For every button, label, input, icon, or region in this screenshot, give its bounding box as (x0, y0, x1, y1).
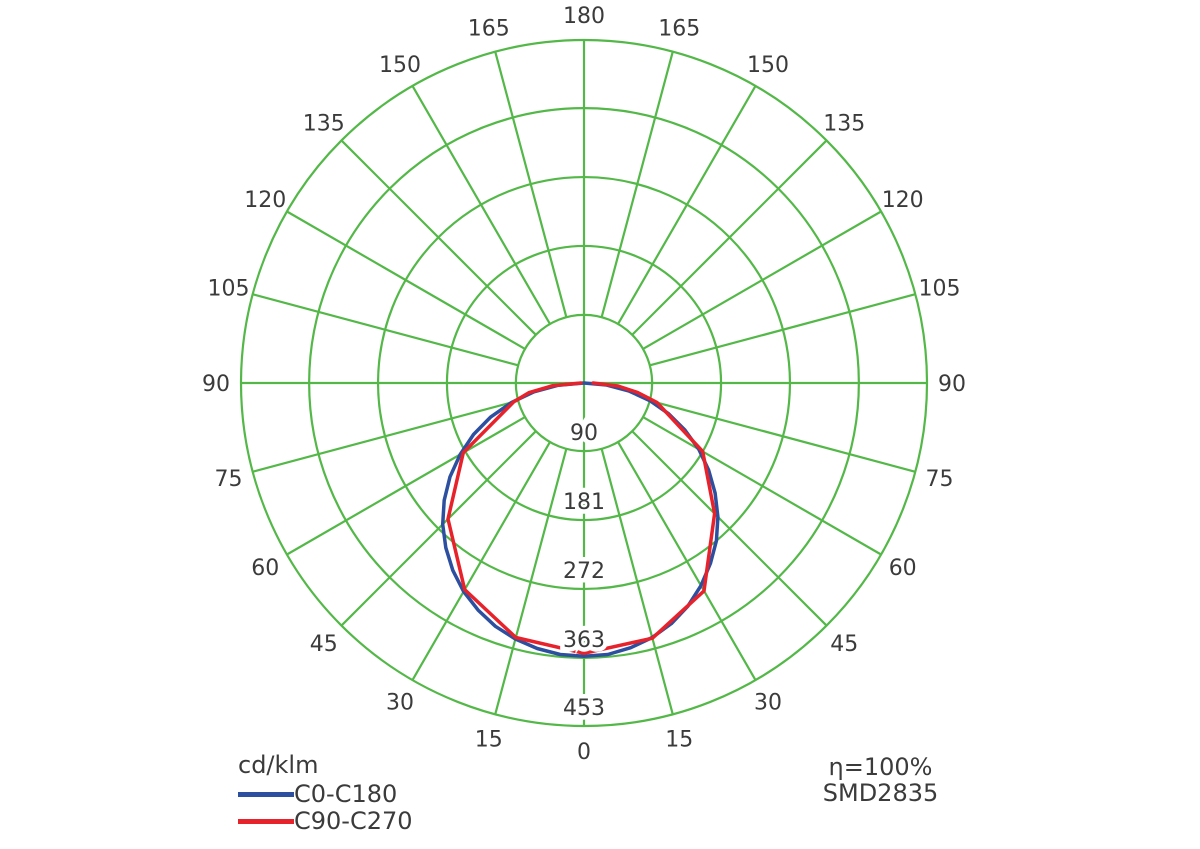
grid-radial-line (631, 430, 828, 627)
angle-tick-label: 180 (563, 4, 605, 29)
angle-tick-label: 45 (310, 632, 338, 657)
grid-radial-line (252, 399, 519, 473)
legend-line-blue (238, 792, 294, 797)
grid-radial-line (494, 51, 568, 318)
grid-radial-line (286, 210, 526, 350)
radial-tick-label: 90 (570, 421, 598, 446)
angle-tick-label: 105 (918, 277, 960, 302)
radial-tick-label: 453 (563, 696, 605, 721)
grid-radial-line (631, 139, 828, 336)
grid-radial-line (600, 448, 674, 715)
angle-tick-label: 30 (754, 691, 782, 716)
angle-tick-label: 165 (468, 16, 510, 41)
angle-tick-label: 120 (244, 188, 286, 213)
grid-radial-line (411, 85, 551, 325)
angle-tick-label: 60 (251, 556, 279, 581)
grid-radial-line (617, 85, 757, 325)
grid-radial-line (649, 399, 916, 473)
legend-item-c90-c270: C90-C270 (238, 808, 413, 835)
angle-tick-label: 75 (925, 467, 953, 492)
angle-tick-label: 150 (747, 53, 789, 78)
legend-line-red (238, 819, 294, 824)
angle-tick-label: 75 (215, 467, 243, 492)
angle-tick-label: 30 (386, 691, 414, 716)
grid-radial-line (642, 416, 882, 556)
legend: cd/klm C0-C180 C90-C270 (238, 752, 413, 835)
legend-units-label: cd/klm (238, 751, 319, 779)
grid-radial-line (600, 51, 674, 318)
grid-radial-line (494, 448, 568, 715)
efficiency-label: η=100% (828, 753, 933, 781)
radial-tick-label: 181 (563, 490, 605, 515)
legend-label-c0-c180: C0-C180 (294, 780, 398, 808)
angle-tick-label: 45 (830, 632, 858, 657)
grid-radial-line (286, 416, 526, 556)
radial-tick-label: 272 (563, 559, 605, 584)
grid-radial-line (649, 293, 916, 367)
annotations-block: η=100% SMD2835 (808, 754, 953, 806)
curve-c90-c270 (446, 381, 717, 656)
grid-radial-line (252, 293, 519, 367)
angle-tick-label: 135 (303, 112, 345, 137)
angle-tick-label: 105 (208, 277, 250, 302)
grid-radial-line (642, 210, 882, 350)
angle-tick-label: 120 (882, 188, 924, 213)
angle-tick-label: 15 (665, 727, 693, 752)
angle-tick-label: 0 (577, 740, 591, 765)
radial-tick-label: 363 (563, 628, 605, 653)
grid-radial-line (340, 430, 537, 627)
angle-tick-label: 165 (658, 16, 700, 41)
angle-tick-label: 15 (475, 727, 503, 752)
angle-tick-label: 60 (889, 556, 917, 581)
legend-label-c90-c270: C90-C270 (294, 807, 413, 835)
angle-tick-label: 90 (938, 372, 966, 397)
grid-radial-line (617, 441, 757, 681)
angle-tick-label: 150 (379, 53, 421, 78)
grid-radial-line (411, 441, 551, 681)
angle-tick-label: 135 (823, 112, 865, 137)
grid-radial-line (340, 139, 537, 336)
legend-item-c0-c180: C0-C180 (238, 781, 413, 808)
chip-label: SMD2835 (822, 779, 939, 807)
angle-tick-label: 90 (202, 372, 230, 397)
